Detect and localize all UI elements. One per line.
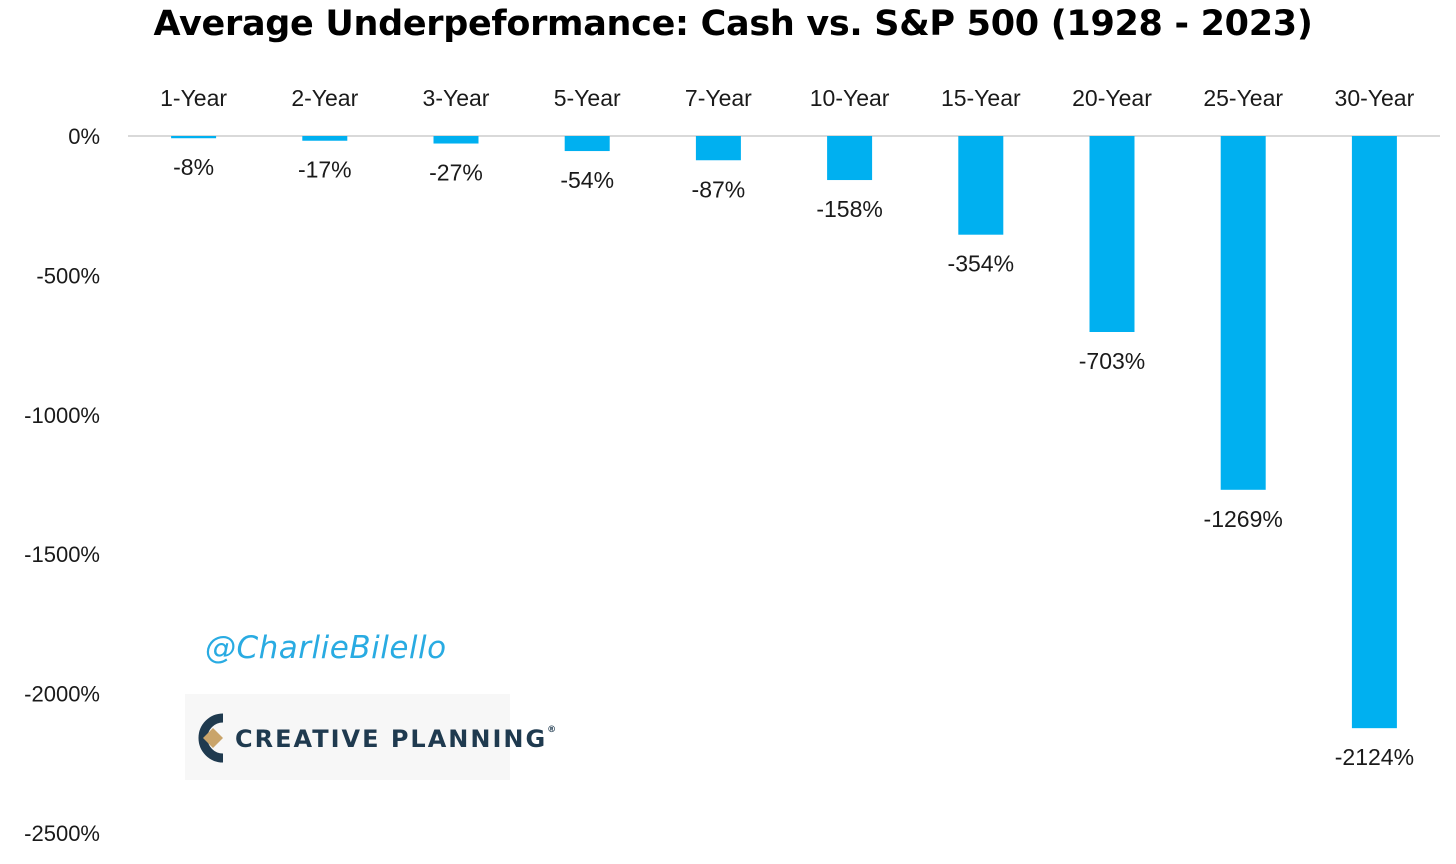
creative-planning-logo-icon [198, 713, 224, 763]
category-label: 25-Year [1203, 85, 1283, 111]
bar [1351, 136, 1397, 729]
bar [433, 136, 479, 144]
data-label: -8% [173, 154, 214, 180]
category-label: 30-Year [1335, 85, 1415, 111]
category-label: 1-Year [160, 85, 227, 111]
y-axis: 0% -500% -1000% -1500% -2000% -2500% [24, 124, 100, 846]
data-label: -2124% [1335, 744, 1414, 770]
category-label: 2-Year [291, 85, 358, 111]
bar [302, 136, 348, 141]
y-tick-label: -500% [36, 263, 100, 288]
bar [827, 136, 873, 181]
data-label: -158% [816, 196, 882, 222]
data-label: -1269% [1204, 506, 1283, 532]
category-labels: 1-Year 2-Year 3-Year 5-Year 7-Year 10-Year 15-… [160, 85, 1414, 111]
bar [695, 136, 741, 161]
bar [564, 136, 610, 152]
data-label: -27% [429, 160, 483, 186]
category-label: 15-Year [941, 85, 1021, 111]
bar [1089, 136, 1135, 332]
y-tick-label: -1000% [24, 403, 100, 428]
creative-planning-logo: CREATIVE PLANNING® [185, 694, 556, 780]
category-label: 10-Year [810, 85, 890, 111]
bar [958, 136, 1004, 235]
bars [171, 136, 1397, 729]
category-label: 7-Year [685, 85, 752, 111]
y-tick-label: -2000% [24, 682, 100, 707]
data-labels: -8% -17% -27% -54% -87% -158% -354% -703% -1269%… [173, 154, 1414, 770]
category-label: 5-Year [554, 85, 621, 111]
category-label: 3-Year [423, 85, 490, 111]
y-tick-label: 0% [68, 124, 100, 149]
data-label: -87% [692, 176, 746, 202]
y-tick-label: -1500% [24, 542, 100, 567]
logo-text: CREATIVE PLANNING® [235, 725, 557, 753]
category-label: 20-Year [1072, 85, 1152, 111]
y-tick-label: -2500% [24, 821, 100, 846]
author-watermark: @CharlieBilello [205, 630, 447, 666]
data-label: -703% [1079, 348, 1145, 374]
bar [1220, 136, 1266, 490]
data-label: -17% [298, 157, 352, 183]
data-label: -354% [948, 251, 1014, 277]
bar [171, 136, 217, 139]
chart-title: Average Underpeformance: Cash vs. S&P 50… [153, 4, 1313, 44]
data-label: -54% [560, 167, 614, 193]
